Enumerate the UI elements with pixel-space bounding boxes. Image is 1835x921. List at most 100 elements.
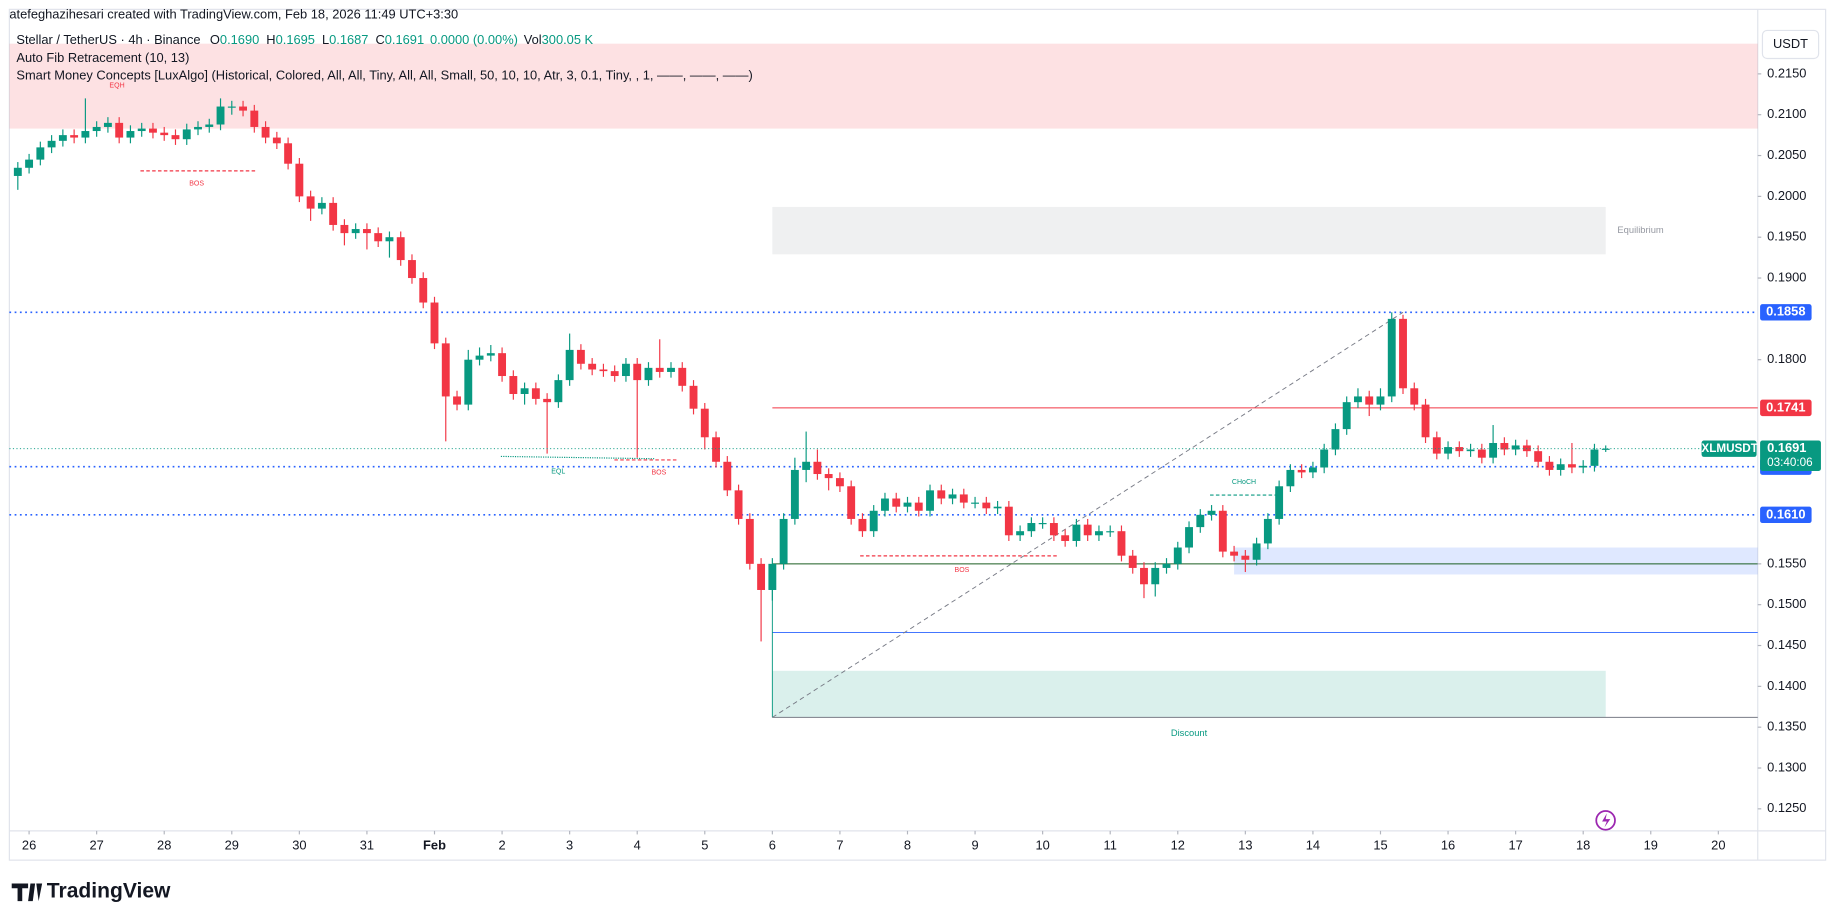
candle-body (1275, 486, 1284, 519)
y-tick-label: 0.2150 (1767, 65, 1806, 80)
candle-body (205, 124, 214, 127)
candle-body (1061, 535, 1070, 541)
candle-body (1297, 469, 1306, 473)
zone (1234, 547, 1758, 575)
candle-body (881, 498, 889, 511)
candle-body (385, 237, 394, 242)
x-tick-label: 16 (1441, 838, 1455, 853)
candle-body (498, 353, 507, 377)
candle-body (1432, 437, 1441, 454)
alert-bolt (1602, 813, 1611, 828)
alert-icon[interactable] (1595, 810, 1616, 831)
eql-line (500, 455, 656, 460)
currency-label[interactable]: USDT (1773, 36, 1808, 51)
candle-body (768, 563, 777, 590)
y-tick-label: 0.1550 (1767, 555, 1806, 570)
x-tick-label: 20 (1711, 838, 1725, 853)
candle-body (329, 202, 338, 225)
legend-item: L (322, 32, 329, 47)
x-tick-label: 28 (157, 838, 171, 853)
candle-body (1342, 402, 1351, 430)
currency-button[interactable] (1761, 29, 1820, 60)
price-line-label: 0.1858 (1766, 304, 1805, 319)
x-tick-label: 6 (769, 838, 776, 853)
candle-body (103, 122, 112, 127)
candle-body (1511, 445, 1520, 450)
candle-body (543, 398, 552, 403)
candle-body (869, 510, 878, 532)
indicator: Auto Fib Retracement (10, 13) (16, 50, 189, 65)
candle-body (1444, 447, 1452, 454)
candle-body (926, 490, 934, 511)
zone (9, 43, 1758, 129)
candle-body (565, 349, 574, 381)
candle-body (655, 367, 664, 372)
candle-body (1218, 510, 1227, 552)
candle-body (554, 380, 563, 403)
y-tick-label: 0.1900 (1767, 269, 1806, 284)
legend: Stellar / TetherUS · 4h · Binance O0.1690… (16, 32, 593, 47)
candle-body (239, 106, 247, 111)
candle-body (1399, 318, 1407, 389)
candle-body (1106, 531, 1115, 533)
price-line-label-bg (1760, 399, 1812, 417)
trend-line (772, 311, 1404, 718)
candle-body (36, 147, 45, 160)
candle-body (1567, 464, 1576, 468)
candle-body (1477, 449, 1486, 458)
candle-body (126, 131, 135, 138)
candle-body (1590, 449, 1599, 466)
candle-body (295, 163, 304, 197)
candle-body (1387, 318, 1396, 397)
candle-body (1601, 448, 1610, 450)
logo-icon (11, 883, 43, 902)
candle-body (993, 506, 1002, 509)
candle-body (216, 106, 225, 125)
candle-body (149, 128, 157, 133)
candle-body (1500, 442, 1509, 450)
candle-body (1072, 524, 1081, 541)
candle-body (712, 437, 720, 462)
candle-body (700, 408, 709, 438)
y-tick-label: 0.1450 (1767, 637, 1806, 652)
candle-body (982, 502, 991, 509)
candle-body (486, 353, 495, 356)
candle-body (531, 388, 540, 399)
candle-body (1331, 429, 1340, 450)
candle-body (284, 143, 293, 164)
candle-body (408, 260, 416, 279)
y-tick-label: 0.2100 (1767, 106, 1806, 121)
candle-body (160, 132, 169, 136)
indicator: Smart Money Concepts [LuxAlgo] (Historic… (16, 67, 752, 82)
candle-body (1579, 465, 1588, 468)
candle-body (959, 494, 968, 503)
symbol-tag-bg (1701, 440, 1757, 457)
candle-body (903, 502, 912, 507)
footer: TradingView (11, 879, 171, 902)
candle-body (745, 518, 754, 564)
candle-body (1421, 404, 1430, 438)
y-tick-label: 0.1800 (1767, 351, 1806, 366)
candle-body (1320, 449, 1329, 468)
price-line-label: 0.1610 (1766, 506, 1805, 521)
x-tick-label: 27 (89, 838, 103, 853)
price-line-label: 0.1741 (1766, 399, 1805, 414)
price-line-label-bg (1760, 506, 1812, 524)
candle-body (441, 343, 450, 397)
y-tick-label: 0.1400 (1767, 678, 1806, 693)
annotation: CHoCH (1232, 479, 1256, 486)
candle-body (182, 129, 191, 140)
x-tick-label: 12 (1171, 838, 1185, 853)
x-tick-label: 14 (1306, 838, 1320, 853)
candle-body (734, 490, 743, 519)
candle-body (937, 490, 946, 499)
candle-body (1354, 396, 1362, 403)
x-tick-label: 18 (1576, 838, 1590, 853)
candle-body (1241, 555, 1250, 560)
annotation: BOS (955, 567, 970, 574)
y-tick-label: 0.1300 (1767, 759, 1806, 774)
candle-body (1083, 524, 1092, 536)
legend-item: 0.1690 (220, 32, 259, 47)
logo-text: TradingView (47, 879, 171, 902)
